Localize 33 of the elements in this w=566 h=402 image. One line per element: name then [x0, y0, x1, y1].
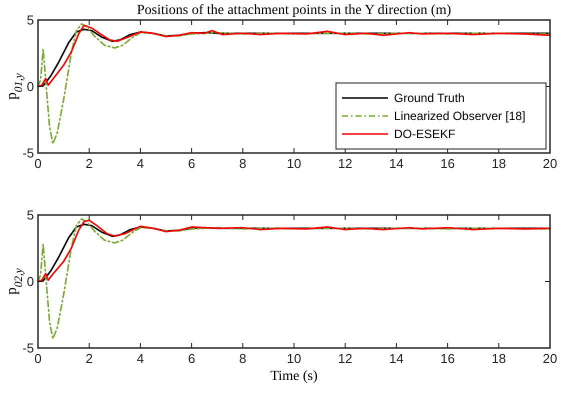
y-tick-label: 5	[26, 12, 34, 28]
legend-label: DO-ESEKF	[394, 127, 456, 142]
line-series	[37, 218, 551, 340]
y-tick-label: 0	[26, 274, 34, 290]
legend-label: Ground Truth	[394, 91, 465, 106]
x-axis-title: Time (s)	[270, 369, 318, 384]
x-tick-label: 12	[338, 351, 352, 366]
x-tick-label: 16	[440, 156, 455, 171]
x-tick-label: 18	[492, 156, 506, 171]
x-tick-label: 4	[136, 351, 144, 366]
x-tick-label: 2	[86, 156, 93, 171]
x-tick-label: 4	[136, 156, 144, 171]
legend-label: Linearized Observer [18]	[394, 109, 526, 124]
x-tick-label: 20	[542, 351, 558, 366]
chart-title: Positions of the attachment points in the Y direction (m)	[136, 3, 452, 18]
x-tick-label: 8	[239, 351, 246, 366]
x-tick-label: 2	[86, 351, 93, 366]
line-series	[37, 23, 551, 144]
x-tick-label: 12	[338, 156, 352, 171]
x-tick-label: 14	[389, 351, 404, 366]
x-tick-label: 16	[440, 351, 455, 366]
y-tick-label: 5	[26, 208, 34, 223]
x-tick-label: 14	[389, 156, 404, 171]
y-tick-label: 0	[26, 79, 34, 94]
x-tick-label: 10	[286, 156, 302, 171]
x-tick-label: 6	[188, 156, 196, 171]
x-tick-label: 20	[542, 156, 558, 171]
y-tick-label: -5	[22, 340, 34, 356]
x-tick-label: 8	[239, 156, 246, 171]
y-tick-label: -5	[22, 146, 34, 161]
x-tick-label: 18	[492, 351, 506, 366]
x-tick-label: 10	[286, 351, 302, 366]
x-tick-label: 6	[188, 351, 196, 366]
